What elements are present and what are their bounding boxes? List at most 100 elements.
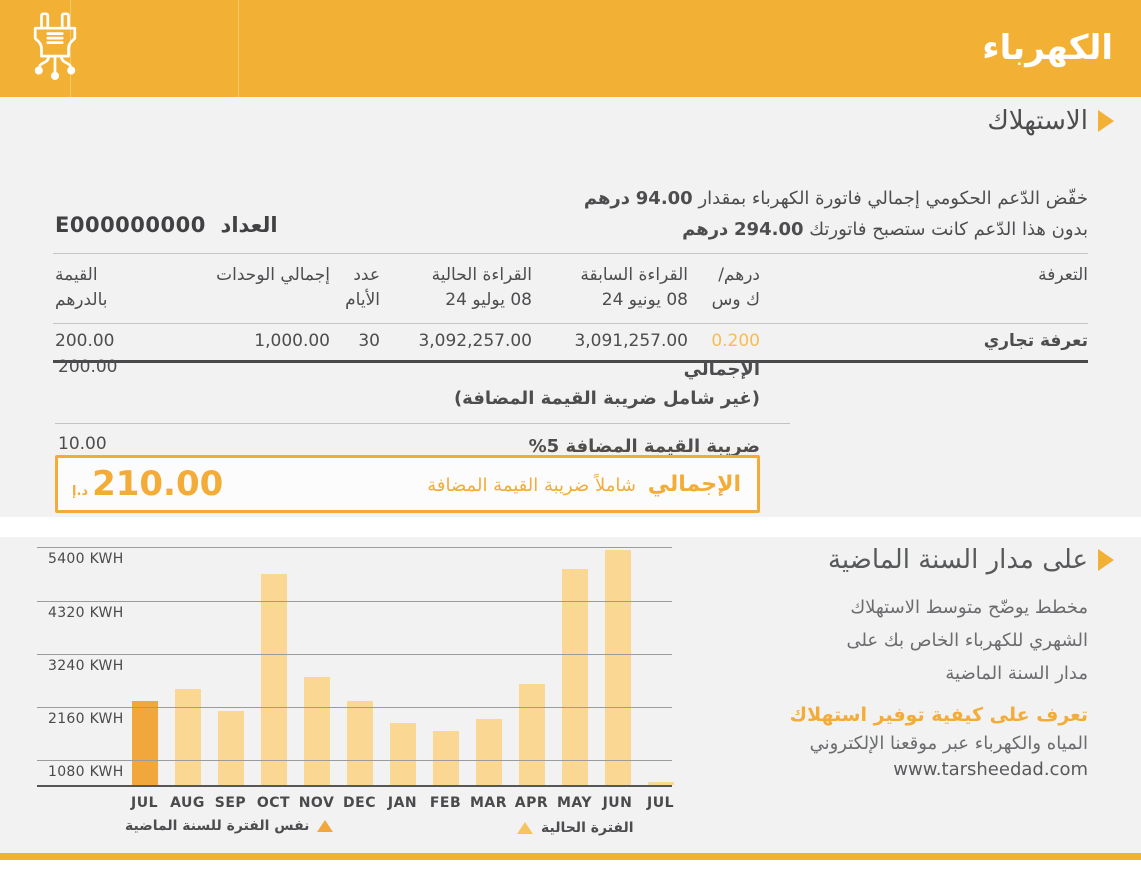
bar-oct-3 [260, 574, 287, 785]
bar-slot [639, 545, 682, 785]
chart-x-axis [37, 785, 672, 787]
cell-tariff-name: تعرفة تجاري [983, 331, 1088, 351]
without-subsidy-amount: 294.00 [734, 219, 804, 240]
y-tick-label: 4320 KWH [48, 604, 124, 621]
bar-slot [596, 545, 639, 785]
x-tick-label: MAY [556, 795, 593, 811]
grand-total-box: الإجمالي شاملاً ضريبة القيمة المضافة 210… [55, 455, 760, 513]
bar-jan-6 [389, 723, 416, 785]
bar-aug-1 [174, 689, 201, 785]
gridline [37, 707, 672, 709]
y-tick-label: 1080 KWH [48, 764, 124, 781]
bar-slot [295, 545, 338, 785]
x-tick-label: JUN [602, 795, 633, 811]
bar-apr-9 [518, 684, 545, 785]
without-subsidy-unit: درهم [682, 219, 729, 240]
currency-label: د.إ [72, 484, 89, 499]
y-tick-label: 2160 KWH [48, 711, 124, 728]
x-tick-label: DEC [343, 795, 376, 811]
col-header-tariff: التعرفة [1038, 265, 1088, 285]
x-tick-label: JAN [387, 795, 418, 811]
x-tick-label: MAR [469, 795, 508, 811]
subtotal-value: 200.00 [58, 357, 118, 377]
x-tick-label: SEP [214, 795, 247, 811]
year-panel: على مدار السنة الماضية مخطط يوضّح متوسط … [684, 545, 1114, 780]
subsidy-message: خفّض الدّعم الحكومي إجمالي فاتورة الكهرب… [584, 183, 1088, 245]
past-year-section: JUL AUG SEP OCT NOV DEC JAN FEB MAR APR MAY JUN JUL … [0, 537, 1141, 853]
cell-rate: 0.200 [711, 331, 760, 351]
legend-current-period: الفترة الحالية [517, 820, 634, 836]
x-tick-label: FEB [429, 795, 462, 811]
bar-slot [510, 545, 553, 785]
bar-jun-11 [604, 549, 631, 785]
section-marker-triangle-icon [1098, 549, 1114, 571]
vat-label: ضريبة القيمة المضافة 5% [528, 436, 760, 457]
totals-block: الإجمالي (غير شامل ضريبة القيمة المضافة)… [55, 347, 790, 471]
table-row: تعرفة تجاري 0.200 3,091,257.00 3,092,257… [53, 323, 1088, 363]
subsidy-line-1: خفّض الدّعم الحكومي إجمالي فاتورة الكهرب… [583, 188, 1088, 209]
year-panel-title: على مدار السنة الماضية [827, 545, 1088, 575]
bar-slot [381, 545, 424, 785]
year-panel-description: مخطط يوضّح متوسط الاستهلاك الشهري للكهرب… [846, 597, 1088, 684]
gridline [37, 760, 672, 762]
cell-value: 200.00 [55, 331, 115, 351]
previous-period-triangle-icon [317, 820, 334, 832]
col-header-previous-reading: القراءة السابقة 08 يونيو 24 [580, 265, 688, 310]
x-tick-label: AUG [170, 795, 205, 811]
subtotal-row: الإجمالي (غير شامل ضريبة القيمة المضافة)… [55, 347, 790, 424]
bar-may-10 [561, 569, 588, 785]
cell-previous-reading: 3,091,257.00 [574, 331, 688, 351]
year-panel-header: على مدار السنة الماضية [684, 545, 1114, 575]
gridline [37, 653, 672, 655]
bar-slot [338, 545, 381, 785]
bar-slot [553, 545, 596, 785]
x-tick-label: JUL [647, 795, 674, 811]
legend-previous-label: نفس الفترة للسنة الماضية [125, 818, 310, 834]
gridline [37, 600, 672, 602]
bar-slot [166, 545, 209, 785]
bottom-accent-bar [0, 853, 1141, 860]
consumption-section-header: الاستهلاك [987, 106, 1114, 136]
bar-slot [467, 545, 510, 785]
subsidy-unit: درهم [583, 188, 631, 209]
bar-slot [123, 545, 166, 785]
tariff-table-header: التعرفة درهم/ ك وس القراءة السابقة 08 يو… [53, 253, 1088, 323]
subtotal-label: الإجمالي (غير شامل ضريبة القيمة المضافة) [453, 359, 760, 409]
bars-row [123, 545, 682, 785]
col-header-days: عدد الأيام [345, 265, 380, 310]
bar-slot [424, 545, 467, 785]
bar-slot [209, 545, 252, 785]
website-link[interactable]: www.tarsheedad.com [893, 759, 1088, 780]
meter-label: العداد [220, 213, 278, 237]
consumption-section: الاستهلاك خفّض الدّعم الحكومي إجمالي فات… [0, 97, 1141, 517]
gridline [37, 547, 672, 549]
section-marker-triangle-icon [1098, 110, 1114, 132]
y-tick-label: 5400 KWH [48, 551, 124, 568]
plug-icon [28, 10, 82, 90]
x-tick-label: JUL [131, 795, 158, 811]
x-tick-label: OCT [256, 795, 291, 811]
col-header-current-reading: القراءة الحالية 08 يوليو 24 [431, 265, 532, 310]
meter-number: E000000000 [55, 213, 206, 237]
bar-chart: JUL AUG SEP OCT NOV DEC JAN FEB MAR APR MAY JUN JUL … [37, 545, 682, 811]
savings-tip-text: المياه والكهرباء عبر موقعنا الإلكتروني [809, 733, 1088, 754]
cell-current-reading: 3,092,257.00 [418, 331, 532, 351]
current-period-triangle-icon [517, 822, 533, 834]
header-separator [70, 0, 71, 97]
subsidy-line-2: بدون هذا الدّعم كانت ستصبح فاتورتك 294.0… [682, 219, 1088, 240]
legend-current-label: الفترة الحالية [541, 820, 634, 836]
subsidy-amount: 94.00 [635, 188, 693, 209]
vat-value: 10.00 [58, 434, 107, 454]
col-header-value: القيمة بالدرهم [55, 265, 108, 310]
vat-row: ضريبة القيمة المضافة 5% 10.00 [55, 424, 790, 471]
bar-slot [252, 545, 295, 785]
col-header-total-units: إجمالي الوحدات [216, 265, 330, 285]
consumption-section-title: الاستهلاك [987, 106, 1088, 136]
tariff-table: التعرفة درهم/ ك وس القراءة السابقة 08 يو… [53, 253, 1088, 363]
cell-days: 30 [358, 331, 380, 351]
bar-sep-2 [217, 711, 244, 785]
meter-number-block: العداد E000000000 [55, 213, 278, 237]
grand-total-amount: 210.00 د.إ [72, 464, 223, 504]
cell-total-units: 1,000.00 [254, 331, 330, 351]
